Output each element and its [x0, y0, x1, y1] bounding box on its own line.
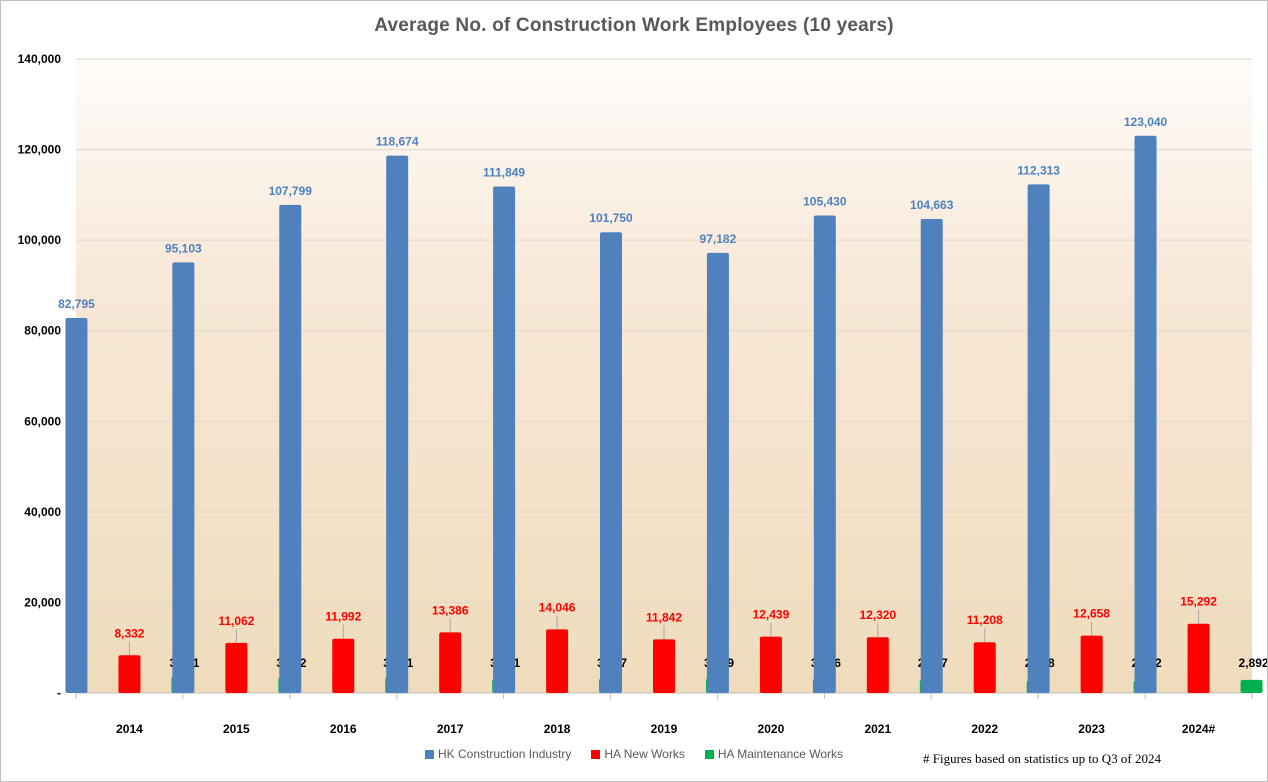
- chart-title: Average No. of Construction Work Employe…: [374, 15, 894, 36]
- y-tick-label: -: [57, 686, 61, 700]
- data-label: 101,750: [589, 211, 633, 225]
- bar-ha-new-works: [225, 642, 248, 693]
- bar-hk-construction-industry: [279, 204, 302, 693]
- y-tick-label: 80,000: [24, 324, 61, 338]
- bar-hk-construction-industry: [920, 219, 943, 693]
- x-tick-label: 2021: [864, 722, 891, 736]
- x-tick-label: 2016: [330, 722, 357, 736]
- bar-ha-new-works: [973, 642, 996, 693]
- bar-ha-new-works: [439, 632, 462, 693]
- bar-hk-construction-industry: [600, 232, 622, 694]
- bar-hk-construction-industry: [386, 155, 409, 694]
- y-tick-label: 100,000: [18, 233, 62, 247]
- data-label: 12,320: [859, 608, 896, 622]
- data-label: 105,430: [803, 195, 847, 209]
- y-tick-label: 60,000: [24, 414, 61, 428]
- data-label: 2,892: [1239, 656, 1267, 670]
- legend-item-ha-new-works: HA New Works: [591, 747, 685, 761]
- legend-swatch-blue: [425, 749, 434, 759]
- legend-item-ha-maintenance-works: HA Maintenance Works: [704, 747, 844, 761]
- bar-ha-new-works: [866, 637, 889, 693]
- data-label: 15,292: [1180, 595, 1217, 609]
- y-tick-label: 120,000: [18, 143, 62, 157]
- data-label: 112,313: [1017, 163, 1060, 177]
- bar-hk-construction-industry: [706, 252, 729, 694]
- y-tick-label: 140,000: [18, 52, 62, 66]
- data-label: 107,799: [269, 184, 313, 198]
- y-tick-label: 40,000: [24, 505, 61, 519]
- bar-hk-construction-industry: [65, 318, 88, 693]
- bar-ha-new-works: [1187, 623, 1210, 693]
- bar-hk-construction-industry: [172, 262, 195, 693]
- data-label: 13,386: [432, 603, 469, 617]
- bar-ha-new-works: [1080, 635, 1103, 693]
- bar-ha-new-works: [653, 639, 675, 693]
- bar-hk-construction-industry: [1134, 135, 1157, 693]
- data-label: 11,062: [218, 614, 254, 628]
- x-tick-label: 2020: [758, 722, 785, 736]
- x-tick-label: 2017: [437, 722, 464, 736]
- legend-label: HK Construction Industry: [438, 747, 572, 761]
- data-label: 95,103: [165, 241, 202, 255]
- legend-label: HA New Works: [604, 747, 685, 761]
- legend: HK Construction Industry HA New Works HA…: [425, 747, 863, 761]
- bar-ha-new-works: [546, 629, 569, 693]
- bar-ha-maintenance-works: [1240, 679, 1263, 693]
- x-tick-label: 2023: [1078, 722, 1105, 736]
- data-label: 11,842: [646, 610, 682, 624]
- data-label: 8,332: [114, 626, 144, 640]
- legend-label: HA Maintenance Works: [717, 747, 844, 761]
- data-label: 111,849: [483, 165, 525, 179]
- bar-ha-new-works: [118, 655, 141, 693]
- x-tick-label: 2019: [651, 722, 678, 736]
- data-label: 82,795: [58, 297, 95, 311]
- data-label: 118,674: [376, 135, 419, 149]
- x-tick-label: 2014: [116, 722, 143, 736]
- bar-hk-construction-industry: [813, 215, 836, 693]
- x-tick-label: 2015: [223, 722, 250, 736]
- data-label: 14,046: [539, 600, 576, 614]
- footnote: # Figures based on statistics up to Q3 o…: [923, 751, 1161, 766]
- data-label: 104,663: [910, 198, 954, 212]
- data-label: 11,208: [967, 613, 1003, 627]
- y-tick-label: 20,000: [24, 595, 61, 609]
- plot-area: [76, 59, 1252, 693]
- legend-swatch-red: [591, 749, 601, 759]
- bar-ha-new-works: [332, 638, 355, 693]
- x-tick-label: 2024#: [1182, 722, 1216, 736]
- bar-hk-construction-industry: [1027, 184, 1050, 693]
- data-label: 12,439: [753, 608, 790, 622]
- legend-swatch-green: [704, 749, 714, 759]
- data-label: 12,658: [1073, 607, 1110, 621]
- data-label: 123,040: [1124, 115, 1168, 129]
- bar-hk-construction-industry: [493, 186, 516, 693]
- data-label: 11,992: [325, 610, 361, 624]
- data-label: 97,182: [700, 232, 737, 246]
- x-tick-label: 2018: [544, 722, 571, 736]
- x-tick-label: 2022: [971, 722, 998, 736]
- legend-item-hk-construction: HK Construction Industry: [425, 747, 571, 761]
- bar-ha-new-works: [759, 636, 782, 693]
